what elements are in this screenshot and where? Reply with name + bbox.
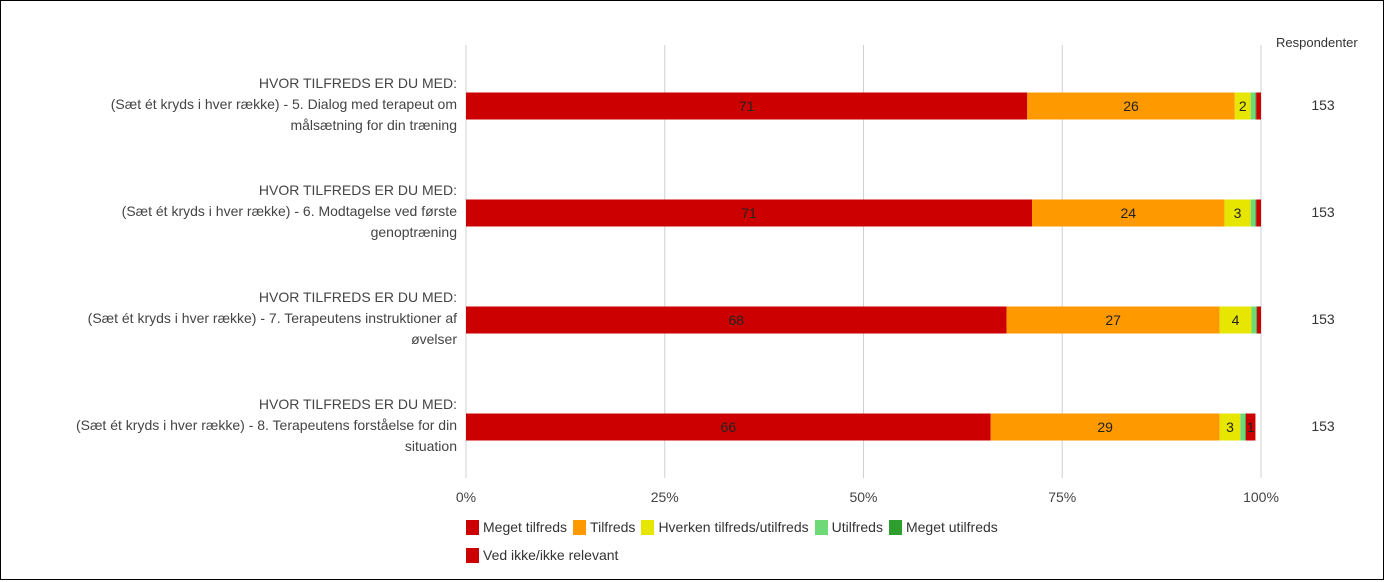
bar-segment — [990, 413, 1220, 441]
legend-item: Meget tilfreds — [466, 518, 567, 536]
data-label: 71 — [741, 205, 757, 221]
bar-segment — [1219, 306, 1252, 334]
category-label-line: HVOR TILFREDS ER DU MED: — [258, 75, 457, 91]
legend-label: Meget tilfreds — [483, 519, 568, 535]
bar-segment — [1256, 306, 1258, 334]
legend-item: Meget utilfreds — [888, 518, 998, 536]
data-label: 4 — [1232, 312, 1240, 328]
category-label-line: genoptræning — [370, 224, 457, 240]
legend-item: Hverken tilfreds/utilfreds — [641, 518, 809, 536]
legend: Meget tilfreds Tilfreds Hverken tilfreds/u… — [466, 518, 1166, 574]
legend-swatch — [641, 519, 655, 535]
data-label: 29 — [1097, 419, 1113, 435]
bar-segment — [1257, 306, 1261, 334]
legend-label: Meget utilfreds — [905, 519, 998, 535]
data-label: 71 — [739, 98, 755, 114]
bar-segment — [1234, 92, 1251, 120]
legend-swatch — [888, 519, 902, 535]
bar-segment — [466, 413, 991, 441]
data-label: 24 — [1120, 205, 1136, 221]
bar-segment — [466, 199, 1033, 227]
data-label: 26 — [1123, 98, 1139, 114]
respondents-header: Respondenter — [1276, 35, 1358, 50]
category-label-line: situation — [404, 438, 457, 454]
data-label: 3 — [1226, 419, 1234, 435]
legend-swatch — [466, 547, 479, 563]
legend-swatch — [466, 519, 479, 535]
data-label: 2 — [1239, 98, 1247, 114]
bar-segment — [1027, 92, 1235, 120]
legend-swatch — [573, 519, 587, 535]
data-label: 27 — [1105, 312, 1121, 328]
legend-item: Ved ikke/ikke relevant — [466, 546, 618, 564]
category-label-line: øvelser — [411, 331, 457, 347]
legend-label: Ved ikke/ikke relevant — [483, 547, 619, 563]
bar-segment — [1006, 306, 1220, 334]
category-label-line: (Sæt ét kryds i hver række) - 8. Terapeu… — [75, 417, 457, 433]
bar-segment — [1032, 199, 1225, 227]
category-label-line: HVOR TILFREDS ER DU MED: — [258, 289, 457, 305]
category-label-line: (Sæt ét kryds i hver række) - 7. Terapeu… — [87, 310, 457, 326]
data-label: 68 — [729, 312, 745, 328]
legend-label: Tilfreds — [590, 519, 636, 535]
respondent-count: 153 — [1311, 204, 1335, 220]
bar-segment — [1251, 306, 1257, 334]
legend-label: Utilfreds — [831, 519, 883, 535]
bar-segment — [1219, 413, 1241, 441]
legend-item: Tilfreds — [573, 518, 635, 536]
category-label-line: (Sæt ét kryds i hver række) - 5. Dialog … — [110, 96, 457, 112]
category-label: HVOR TILFREDS ER DU MED: (Sæt ét kryds i … — [10, 287, 457, 350]
data-label: 3 — [1234, 205, 1242, 221]
respondent-count: 153 — [1311, 418, 1335, 434]
x-tick-label: 100% — [1243, 489, 1279, 505]
legend-item: Utilfreds — [814, 518, 883, 536]
bar-segment — [466, 306, 1007, 334]
bar-segment — [466, 92, 1028, 120]
category-label-line: HVOR TILFREDS ER DU MED: — [258, 182, 457, 198]
respondent-count: 153 — [1311, 97, 1335, 113]
category-label: HVOR TILFREDS ER DU MED: (Sæt ét kryds i … — [10, 73, 457, 136]
category-label: HVOR TILFREDS ER DU MED: (Sæt ét kryds i … — [10, 180, 457, 243]
category-label-line: (Sæt ét kryds i hver række) - 6. Modtage… — [121, 203, 457, 219]
bar-segment — [1245, 413, 1256, 441]
legend-label: Hverken tilfreds/utilfreds — [658, 519, 809, 535]
bar-segment — [1240, 413, 1246, 441]
x-tick-label: 0% — [456, 489, 476, 505]
bar-segment — [1255, 199, 1257, 227]
bar-segment — [1250, 199, 1256, 227]
bar-segment — [1256, 92, 1261, 120]
x-tick-label: 75% — [1048, 489, 1076, 505]
respondent-count: 153 — [1311, 311, 1335, 327]
bar-segment — [1245, 413, 1246, 441]
x-tick-label: 50% — [849, 489, 877, 505]
data-label: 66 — [721, 419, 737, 435]
bar-segment — [1224, 199, 1251, 227]
data-label: 1 — [1247, 419, 1255, 435]
bar-segment — [1250, 92, 1256, 120]
category-label: HVOR TILFREDS ER DU MED: (Sæt ét kryds i … — [10, 394, 457, 457]
category-label-line: HVOR TILFREDS ER DU MED: — [258, 396, 457, 412]
bar-segment — [1255, 92, 1257, 120]
category-label-line: målsætning for din træning — [290, 117, 457, 133]
legend-swatch — [814, 519, 828, 535]
x-tick-label: 25% — [651, 489, 679, 505]
bar-segment — [1256, 199, 1261, 227]
